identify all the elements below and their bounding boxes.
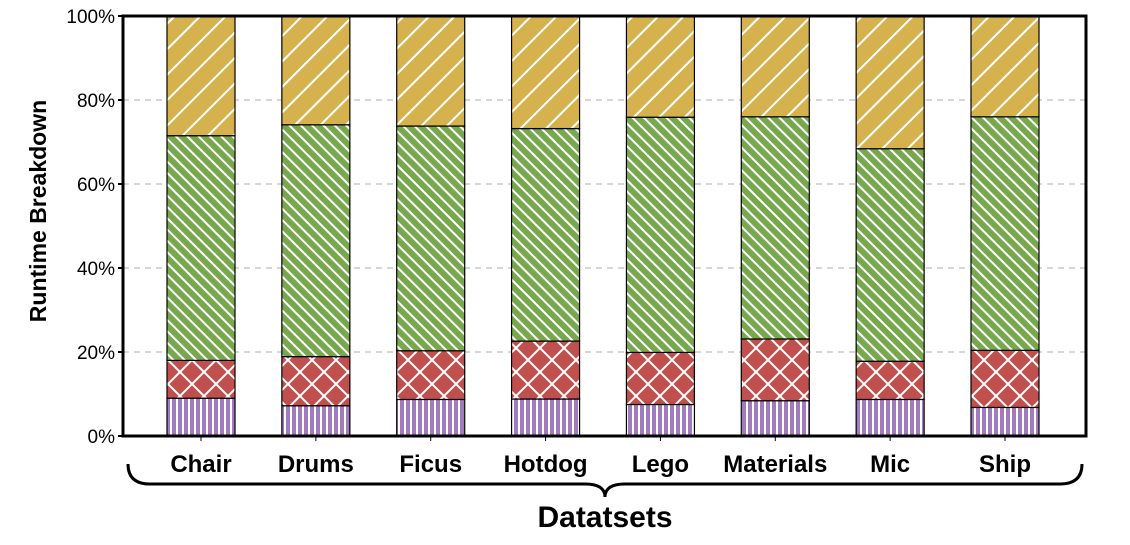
bar-segment-ficus-1 [396,398,466,437]
x-tick-label-hotdog: Hotdog [504,451,588,478]
bar-segment-lego-2 [625,351,696,406]
x-axis-label: Datatsets [537,501,672,534]
y-tick-label: 100% [66,7,115,28]
y-tick-label: 40% [77,259,115,280]
bar-segment-materials-4 [740,15,810,118]
bar-segment-drums-3 [281,124,351,358]
bar-segment-hotdog-1 [510,398,581,437]
bar-segment-drums-4 [281,15,351,126]
x-tick-label-drums: Drums [278,451,354,478]
x-tick-label-lego: Lego [632,451,689,478]
bar-segment-lego-3 [625,116,696,354]
y-tick-label: 20% [77,343,115,364]
bar-segment-chair-2 [166,359,236,399]
gridlines [123,99,1086,353]
bar-segment-mic-4 [855,15,925,150]
bar-segment-materials-2 [740,338,810,402]
bar-segment-lego-1 [625,403,696,437]
plot-frame [121,14,1088,438]
x-tick-label-chair: Chair [170,451,231,478]
x-axis-brace [126,463,1084,498]
x-tick-label-mic: Mic [870,451,910,478]
bar-segment-hotdog-4 [510,15,581,130]
bar-segment-mic-3 [855,148,925,362]
x-tick-label-ship: Ship [979,451,1031,478]
y-axis-label: Runtime Breakdown [25,100,51,322]
bars [166,15,1040,437]
bar-segment-drums-1 [281,405,351,437]
bar-segment-ficus-4 [396,15,466,127]
bar-segment-ship-2 [970,349,1040,409]
bar-segment-chair-4 [166,15,236,137]
y-tick-label: 60% [77,175,115,196]
bar-segment-mic-1 [855,398,925,437]
bar-segment-ship-4 [970,15,1040,118]
bar-segment-lego-4 [625,15,696,118]
bar-segment-chair-3 [166,135,236,361]
bar-segment-ship-1 [970,406,1040,437]
x-tick-label-materials: Materials [723,451,827,478]
bar-segment-materials-1 [740,400,810,437]
bar-segment-ficus-2 [396,350,466,401]
bar-segment-hotdog-3 [510,127,581,342]
bar-segment-mic-2 [855,360,925,401]
x-tick-label-ficus: Ficus [399,451,462,478]
bar-segment-materials-3 [740,116,810,340]
y-tick-label: 0% [88,427,116,448]
bar-segment-hotdog-2 [510,340,581,400]
bar-segment-chair-1 [166,397,236,437]
y-tick-label: 80% [77,91,115,112]
bar-segment-drums-2 [281,356,351,407]
y-axis-ticks: 0% 20% 40% 60% 80% 100% [66,7,123,448]
bar-segment-ficus-3 [396,125,466,352]
x-axis-ticks: Chair Drums Ficus Hotdog Lego Materials Mic Shi… [170,436,1031,478]
bar-segment-ship-3 [970,116,1040,351]
